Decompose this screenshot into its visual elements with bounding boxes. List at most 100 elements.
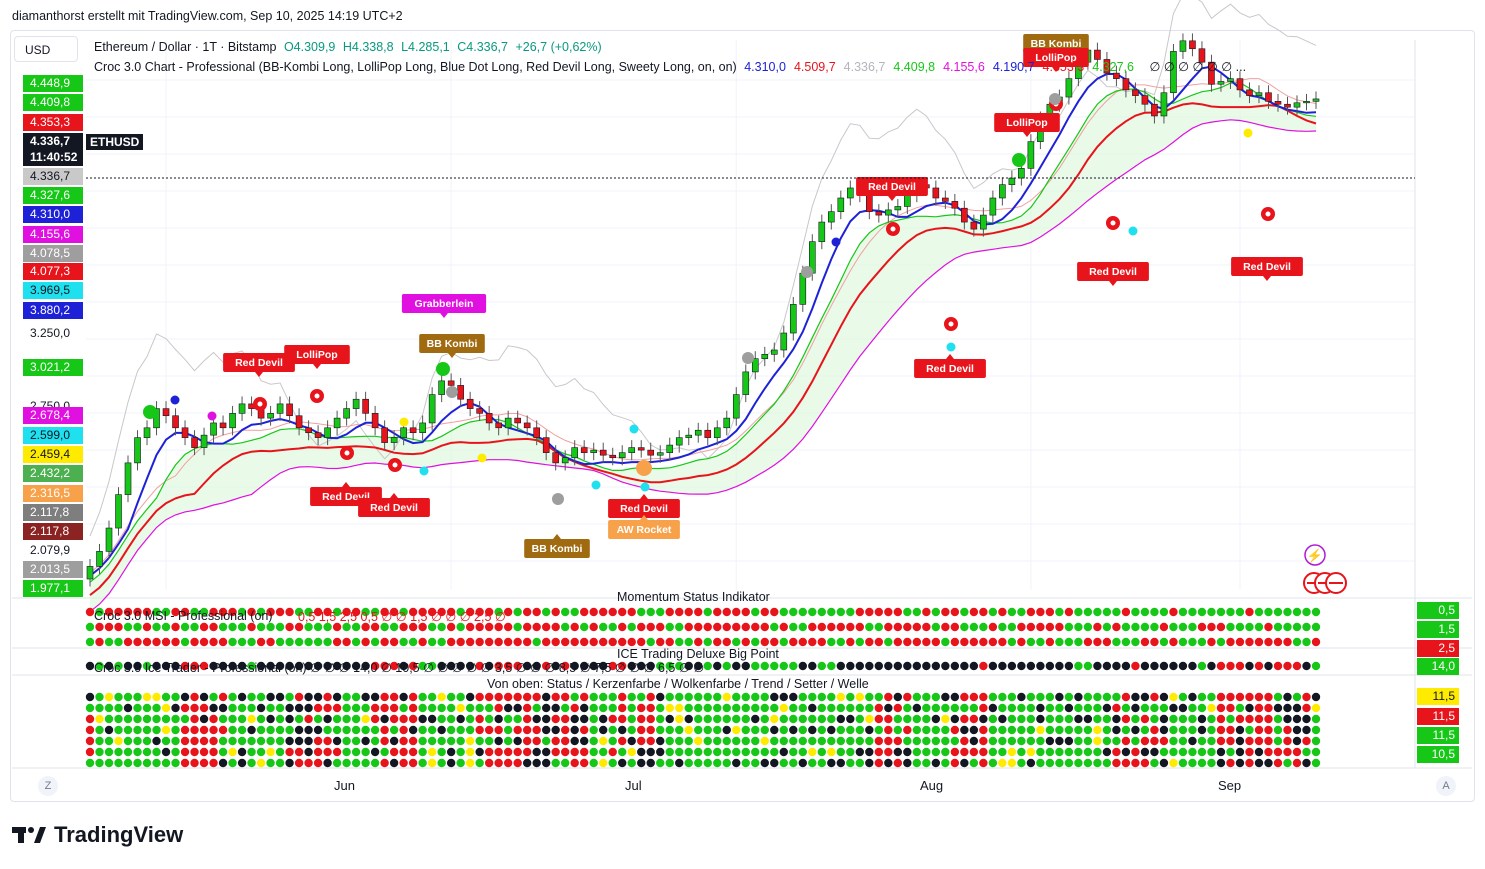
panel-dot [589,622,598,632]
symbol-name[interactable]: Ethereum / Dollar · 1T · Bitstamp [94,40,277,54]
panel-dot [332,758,342,768]
panel-dot [1121,661,1131,671]
panel-dot [960,661,969,671]
panel-dot [1131,747,1140,757]
auto-scale-button[interactable]: A [1436,776,1456,796]
ohlc-change: +26,7 (+0,62%) [515,40,602,54]
panel-dot [190,637,199,647]
currency-selector[interactable]: USD [14,36,78,62]
panel-dot [646,747,655,757]
panel-dot [351,747,361,757]
zoom-toggle-button[interactable]: Z [38,776,58,796]
panel-dot [950,725,960,735]
panel-dot [180,703,190,713]
panel-dot [114,747,123,757]
candle [894,199,902,218]
signal-label-15: Red Devil [1231,257,1303,281]
panel-dot [1245,736,1254,746]
panel-dot [104,747,114,757]
panel-dot [922,637,931,647]
gray-line [89,0,1317,537]
svg-text:Red Devil: Red Devil [1089,266,1137,278]
panel-dot [532,725,541,735]
panel-dot [266,622,275,632]
panel-dot [789,692,798,702]
panel-dot [152,703,161,713]
bb-kombi-dot [742,352,754,364]
panel-dot [1131,607,1140,617]
panel-dot [1121,725,1131,735]
panel-dot [637,637,646,647]
panel-dot [827,747,836,757]
panel-dot [836,703,846,713]
panel-dot [142,692,152,702]
panel-dot [741,661,750,671]
panel-dot [199,607,209,617]
panel-dot [855,622,865,632]
panel-dot [950,747,960,757]
panel-dot [1074,692,1083,702]
panel-dot [399,637,408,647]
panel-dot [427,736,437,746]
panel-dot [589,661,598,671]
panel-dot [903,714,912,724]
panel-dot [342,661,351,671]
panel-dot [608,736,617,746]
panel-dot [1178,692,1188,702]
panel-dot [475,736,484,746]
panel-dot [969,758,979,768]
panel-dot [1302,714,1311,724]
panel-dot [218,714,228,724]
lollipop-dot [436,362,450,376]
panel-dot [770,725,779,735]
panel-dot [1283,747,1292,757]
panel-dot [589,714,598,724]
panel-dot [161,758,171,768]
panel-dot [741,747,750,757]
panel-dot [370,692,380,702]
panel-dot [1159,747,1169,757]
panel-dot [370,725,380,735]
panel-dot [418,622,427,632]
svg-text:BB Kombi: BB Kombi [427,338,478,350]
panel-dot [1102,622,1112,632]
panel-dot [85,703,95,713]
panel-dot [294,622,304,632]
panel-dot [779,725,788,735]
panel-dot [399,661,408,671]
panel-dot [1188,661,1197,671]
panel-dot [503,714,513,724]
panel-dot [570,692,579,702]
panel-dot [114,692,123,702]
candle [495,415,502,436]
panel-dot [1245,703,1254,713]
panel-dot [418,747,427,757]
panel-dot [960,714,969,724]
panel-dot [1159,637,1169,647]
panel-dot [484,725,494,735]
panel-dot [589,703,598,713]
panel-dot [437,637,446,647]
panel-dot [275,758,285,768]
panel-dot [912,714,922,724]
panel-dot [1254,736,1264,746]
panel-dot [266,747,275,757]
panel-dot [817,714,826,724]
panel-dot [580,637,589,647]
candle [115,487,122,536]
candle [1151,96,1158,124]
panel-dot [1311,736,1321,746]
panel-dot [1055,622,1064,632]
panel-dot [1245,747,1254,757]
panel-dot [931,736,941,746]
panel-dot [503,703,513,713]
panel-dot [1140,692,1150,702]
panel-dot [218,736,228,746]
indicator-name[interactable]: Croc 3.0 Chart - Professional (BB-Kombi … [94,60,737,74]
panel-dot [446,758,456,768]
panel-dot [418,714,427,724]
candle [333,410,341,436]
panel-dot [979,703,988,713]
panel-dot [618,714,627,724]
